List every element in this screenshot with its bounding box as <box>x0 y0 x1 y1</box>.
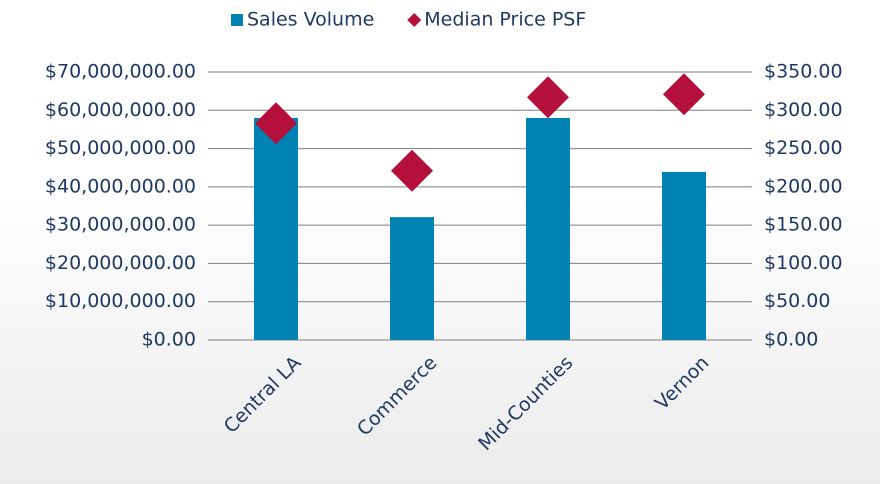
marker <box>527 76 569 119</box>
y2-tick-label: $100.00 <box>764 252 843 274</box>
y2-tick-label: $200.00 <box>764 175 843 197</box>
y-tick-label: $30,000,000.00 <box>45 214 196 236</box>
y2-tick-label: $300.00 <box>764 99 843 121</box>
y-tick-label: $70,000,000.00 <box>45 61 196 83</box>
marker <box>663 73 705 116</box>
legend-label: Sales Volume <box>247 9 374 31</box>
y-tick-label: $20,000,000.00 <box>45 252 196 274</box>
bar <box>662 171 706 340</box>
bar <box>526 117 570 340</box>
legend-label: Median Price PSF <box>424 9 586 31</box>
legend-marker <box>407 13 422 27</box>
x-tick-label: Commerce <box>353 352 441 440</box>
marker <box>255 102 297 145</box>
y2-tick-label: $350.00 <box>764 61 843 83</box>
legend-marker <box>231 14 243 26</box>
x-tick-label: Mid-Counties <box>474 352 577 455</box>
x-tick-label: Central LA <box>220 352 306 438</box>
bar <box>390 217 434 340</box>
y-tick-label: $10,000,000.00 <box>45 290 196 312</box>
y2-tick-label: $250.00 <box>764 137 843 159</box>
y-tick-label: $60,000,000.00 <box>45 99 196 121</box>
y-tick-label: $0.00 <box>142 329 196 351</box>
y2-tick-label: $50.00 <box>764 290 830 312</box>
y2-tick-label: $0.00 <box>764 329 818 351</box>
y-tick-label: $50,000,000.00 <box>45 137 196 159</box>
y-tick-label: $40,000,000.00 <box>45 175 196 197</box>
x-tick-label: Vernon <box>651 352 714 415</box>
bar <box>254 117 298 340</box>
marker <box>391 149 433 192</box>
y2-tick-label: $150.00 <box>764 214 843 236</box>
